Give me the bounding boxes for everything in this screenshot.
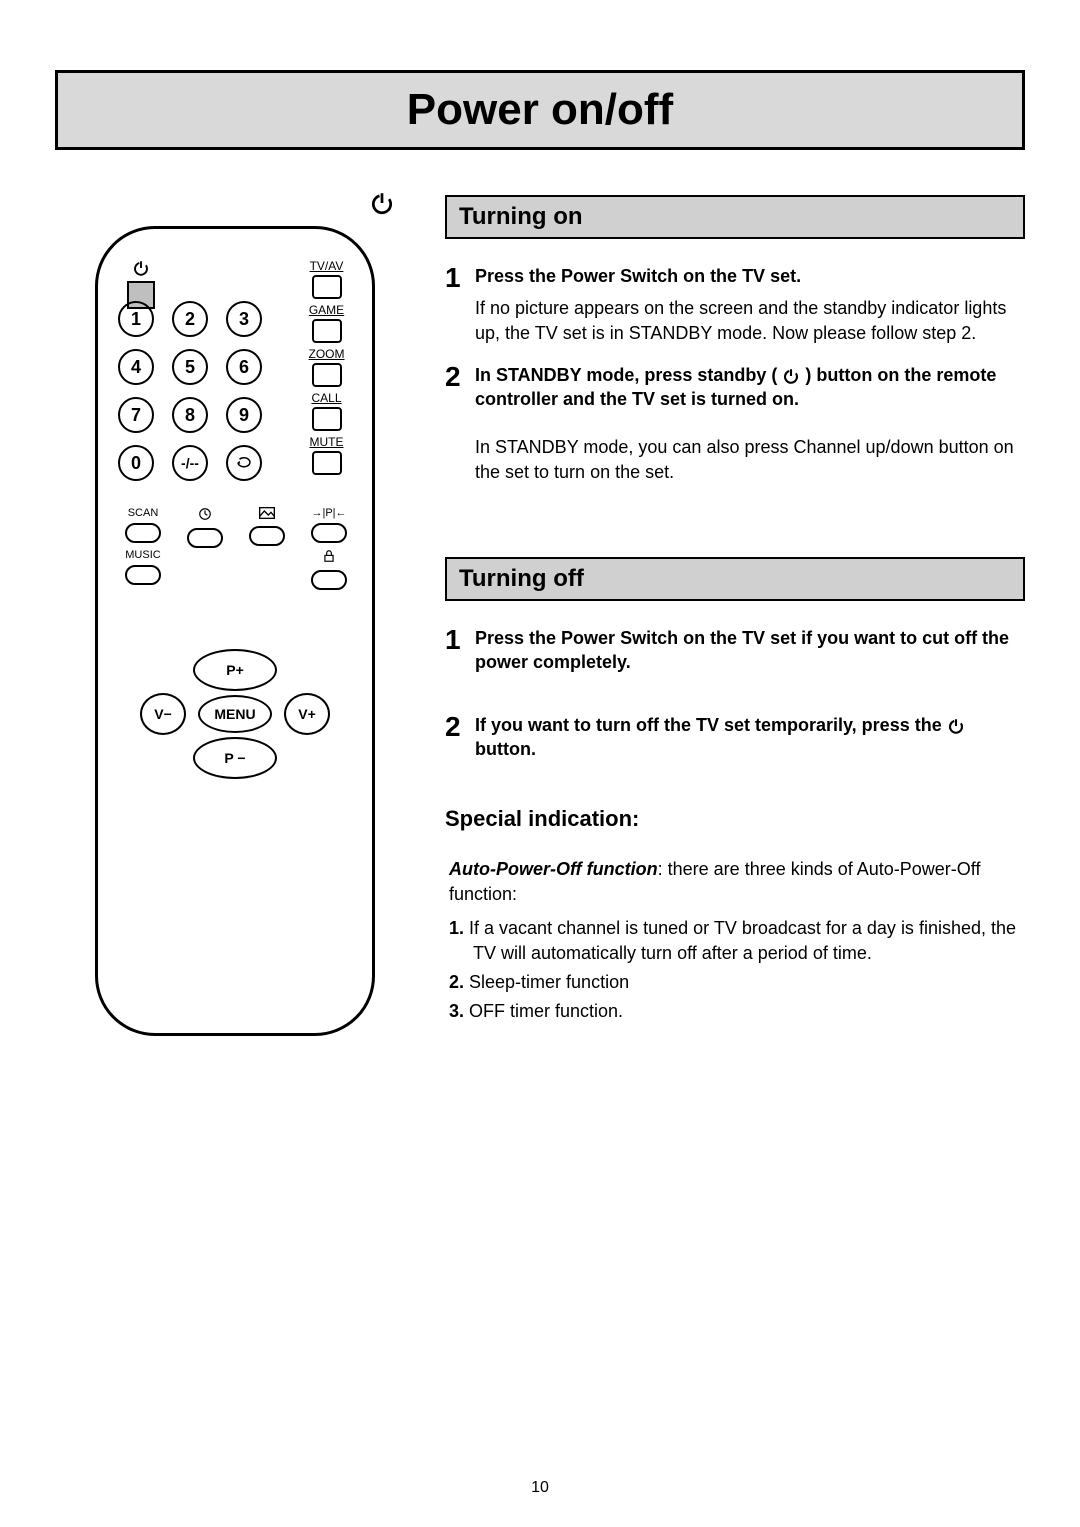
side-label: CALL (299, 391, 354, 405)
power-icon (369, 190, 395, 216)
step-title-pre: If you want to turn off the TV set tempo… (475, 715, 947, 735)
content-area: TV/AV GAME ZOOM CALL MUTE 1 (55, 190, 1025, 1036)
special-intro: Auto-Power-Off function: there are three… (449, 857, 1025, 907)
page-title: Power on/off (58, 85, 1022, 135)
tv-av-button (312, 275, 342, 299)
music-button (125, 565, 161, 585)
dpad: P+ V− MENU V+ P − (140, 649, 330, 779)
num-4: 4 (118, 349, 154, 385)
digit-toggle: -/-- (172, 445, 208, 481)
turning-on-step-2: 2 In STANDBY mode, press standby ( ) but… (445, 363, 1025, 484)
step-title: Press the Power Switch on the TV set if … (475, 626, 1025, 675)
picture-icon (242, 507, 292, 522)
instructions-column: Turning on 1 Press the Power Switch on t… (445, 190, 1025, 1036)
side-label: ZOOM (299, 347, 354, 361)
loop-icon (235, 454, 253, 472)
side-label: GAME (299, 303, 354, 317)
num-5: 5 (172, 349, 208, 385)
remote-side-buttons: TV/AV GAME ZOOM CALL MUTE (299, 259, 354, 475)
timer-button (187, 528, 223, 548)
program-down: P − (193, 737, 277, 779)
step-title-post: button. (475, 739, 536, 759)
list-text: OFF timer function. (464, 1001, 623, 1021)
num-0: 0 (118, 445, 154, 481)
num-7: 7 (118, 397, 154, 433)
zoom-button (312, 363, 342, 387)
side-label: TV/AV (299, 259, 354, 273)
music-label: MUSIC (118, 549, 168, 561)
special-indication-heading: Special indication: (445, 806, 1025, 832)
num-6: 6 (226, 349, 262, 385)
volume-up: V+ (284, 693, 330, 735)
number-grid: 1 2 3 4 5 6 7 8 9 0 (118, 301, 298, 493)
special-indication-body: Auto-Power-Off function: there are three… (445, 857, 1025, 1024)
step-body: Press the Power Switch on the TV set if … (475, 626, 1025, 675)
step-number: 1 (445, 264, 475, 345)
lock-icon (304, 549, 354, 566)
num-8: 8 (172, 397, 208, 433)
side-label: MUTE (299, 435, 354, 449)
width-icon: →|P|← (304, 507, 354, 519)
special-intro-bold: Auto-Power-Off function (449, 859, 658, 879)
volume-down: V− (140, 693, 186, 735)
step-number: 2 (445, 713, 475, 762)
page-number: 10 (0, 1479, 1080, 1497)
step-desc: In STANDBY mode, you can also press Chan… (475, 435, 1025, 484)
remote-mid-row: SCAN (118, 507, 354, 548)
turning-on-step-1: 1 Press the Power Switch on the TV set. … (445, 264, 1025, 345)
turning-off-header: Turning off (445, 557, 1025, 601)
special-item-1: 1. If a vacant channel is tuned or TV br… (449, 916, 1025, 966)
step-title-pre: In STANDBY mode, press standby ( (475, 365, 782, 385)
remote-mid-row2: MUSIC (118, 549, 354, 590)
clock-icon (180, 507, 230, 524)
list-num: 3. (449, 1001, 464, 1021)
turning-on-header: Turning on (445, 195, 1025, 239)
scan-button (125, 523, 161, 543)
step-title: If you want to turn off the TV set tempo… (475, 713, 1025, 762)
step-number: 1 (445, 626, 475, 675)
step-body: Press the Power Switch on the TV set. If… (475, 264, 1025, 345)
scan-label: SCAN (118, 507, 168, 519)
special-item-3: 3. OFF timer function. (449, 999, 1025, 1024)
loop-button (226, 445, 262, 481)
num-1: 1 (118, 301, 154, 337)
num-9: 9 (226, 397, 262, 433)
turning-off-step-1: 1 Press the Power Switch on the TV set i… (445, 626, 1025, 675)
picture-button (249, 526, 285, 546)
special-item-2: 2. Sleep-timer function (449, 970, 1025, 995)
program-up: P+ (193, 649, 277, 691)
remote-outline: TV/AV GAME ZOOM CALL MUTE 1 (95, 226, 375, 1036)
width-button (311, 523, 347, 543)
power-icon-top (55, 190, 415, 216)
call-button (312, 407, 342, 431)
num-3: 3 (226, 301, 262, 337)
power-icon (947, 717, 965, 735)
power-icon (782, 367, 800, 385)
turning-off-step-2: 2 If you want to turn off the TV set tem… (445, 713, 1025, 762)
lock-button (311, 570, 347, 590)
list-text: If a vacant channel is tuned or TV broad… (464, 918, 1016, 963)
page-title-bar: Power on/off (55, 70, 1025, 150)
step-number: 2 (445, 363, 475, 484)
step-title: Press the Power Switch on the TV set. (475, 264, 1025, 288)
game-button (312, 319, 342, 343)
list-num: 2. (449, 972, 464, 992)
step-body: In STANDBY mode, press standby ( ) butto… (475, 363, 1025, 484)
step-title: In STANDBY mode, press standby ( ) butto… (475, 363, 1025, 412)
list-text: Sleep-timer function (464, 972, 629, 992)
list-num: 1. (449, 918, 464, 938)
mute-button (312, 451, 342, 475)
power-icon (132, 259, 150, 277)
menu-button: MENU (198, 695, 272, 733)
remote-column: TV/AV GAME ZOOM CALL MUTE 1 (55, 190, 415, 1036)
step-desc: If no picture appears on the screen and … (475, 296, 1025, 345)
num-2: 2 (172, 301, 208, 337)
manual-page: Power on/off (0, 0, 1080, 1527)
step-body: If you want to turn off the TV set tempo… (475, 713, 1025, 762)
